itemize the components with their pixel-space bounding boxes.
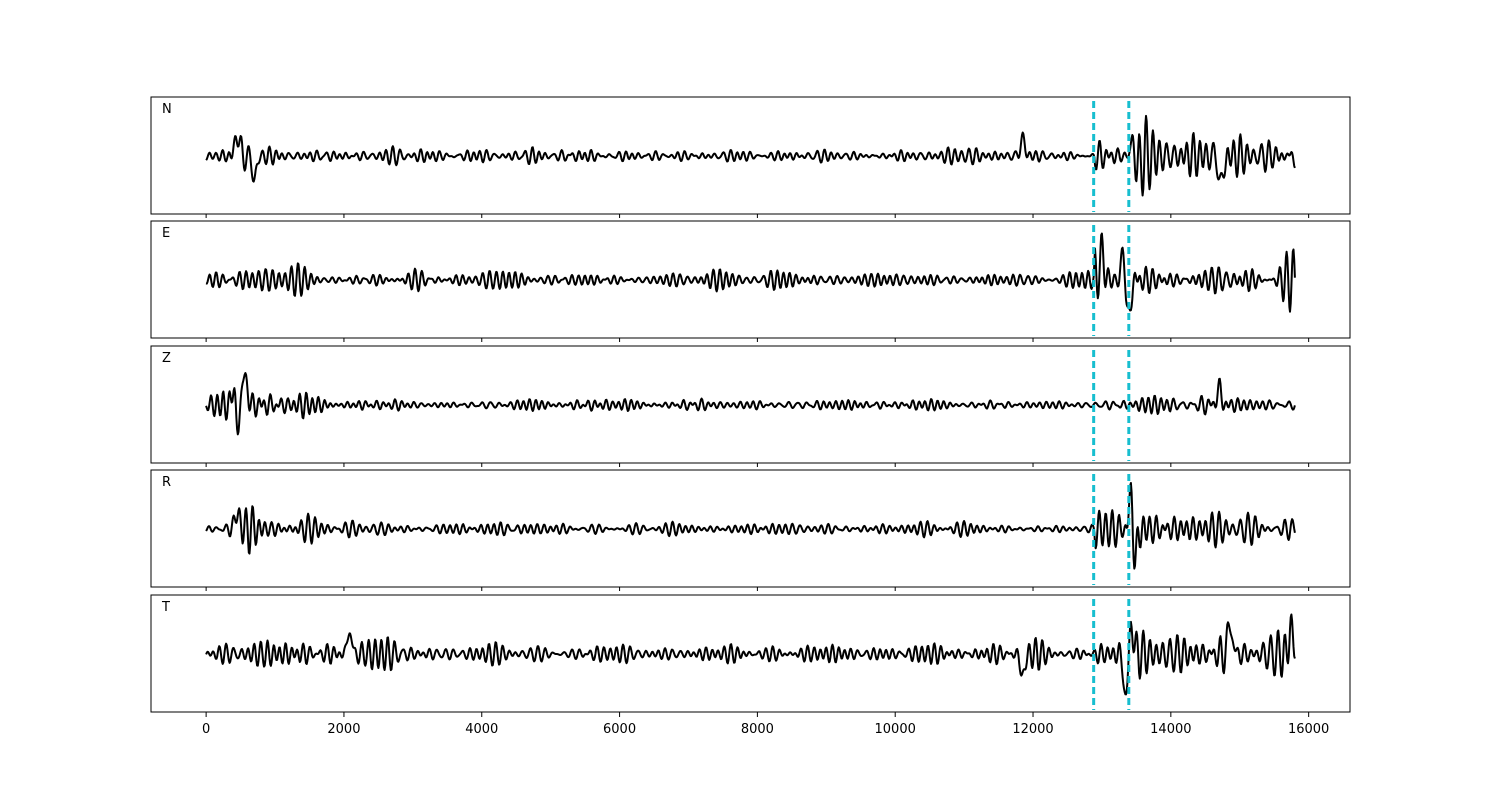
panel-r: R xyxy=(150,469,1351,591)
x-tick-label: 6000 xyxy=(603,722,636,737)
waveform-e xyxy=(205,232,1296,313)
waveform-r xyxy=(205,482,1296,570)
panel-frame xyxy=(150,96,1351,215)
trace-panels: N E Z R T xyxy=(150,96,1351,713)
x-tick-label: 0 xyxy=(202,722,210,737)
x-tick-label: 4000 xyxy=(465,722,498,737)
panel-e: E xyxy=(150,220,1351,342)
panel-frame xyxy=(150,345,1351,464)
panel-label: T xyxy=(161,600,170,615)
waveform-n xyxy=(205,114,1296,197)
panel-label: R xyxy=(162,475,171,490)
panel-frame xyxy=(150,469,1351,588)
x-tick-label: 2000 xyxy=(327,722,360,737)
panel-frame xyxy=(150,220,1351,339)
x-tick-label: 12000 xyxy=(1012,722,1053,737)
waveform-t xyxy=(205,613,1296,696)
panel-n: N xyxy=(150,96,1351,218)
panel-label: N xyxy=(162,102,172,117)
panel-z: Z xyxy=(150,345,1351,467)
panel-label: Z xyxy=(162,351,171,366)
waveform-z xyxy=(205,372,1296,436)
x-axis: 0 2000 4000 6000 8000 10000 12000 14000 16000 xyxy=(202,712,1329,737)
x-tick-label: 16000 xyxy=(1288,722,1329,737)
panel-label: E xyxy=(162,226,170,241)
panel-frame xyxy=(150,594,1351,713)
x-tick-label: 8000 xyxy=(741,722,774,737)
panel-t: T xyxy=(150,594,1351,713)
x-tick-label: 14000 xyxy=(1150,722,1191,737)
x-tick-label: 10000 xyxy=(875,722,916,737)
